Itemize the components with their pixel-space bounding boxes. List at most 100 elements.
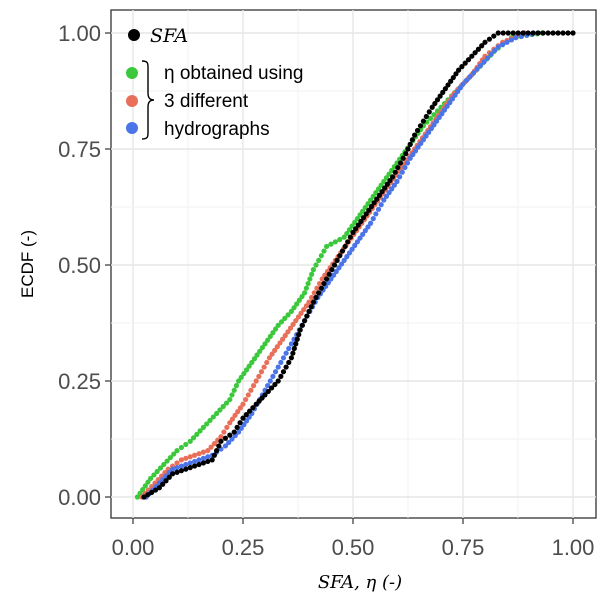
- data-point: [286, 345, 292, 352]
- legend-sfa-label: SFA: [150, 25, 188, 47]
- data-point: [178, 444, 184, 451]
- data-point: [371, 200, 377, 206]
- data-point: [357, 212, 363, 218]
- data-point: [238, 425, 244, 431]
- y-axis-label: ECDF (-): [18, 230, 37, 298]
- data-point: [378, 202, 384, 208]
- data-point: [353, 226, 359, 232]
- data-point: [383, 175, 390, 181]
- data-point: [178, 463, 184, 469]
- data-point: [370, 216, 376, 222]
- data-point: [358, 218, 364, 224]
- data-point: [426, 129, 432, 135]
- data-point: [291, 345, 297, 352]
- data-point: [200, 449, 206, 455]
- data-point: [365, 201, 371, 207]
- data-point: [248, 387, 254, 393]
- data-point: [187, 465, 193, 471]
- data-point: [174, 448, 180, 454]
- data-point: [207, 417, 213, 424]
- data-point: [368, 220, 374, 226]
- data-point: [478, 62, 484, 69]
- data-point: [395, 164, 401, 171]
- data-point: [314, 285, 320, 291]
- data-point: [409, 137, 415, 143]
- data-point: [418, 140, 424, 147]
- data-point: [426, 109, 432, 115]
- data-point: [291, 305, 297, 311]
- data-point: [331, 272, 337, 278]
- data-point: [432, 100, 438, 107]
- data-point: [210, 414, 216, 420]
- data-point: [240, 415, 246, 421]
- data-point: [269, 385, 275, 391]
- data-point: [151, 472, 157, 478]
- data-point: [298, 310, 304, 316]
- data-point: [342, 243, 348, 250]
- data-point: [229, 436, 235, 442]
- data-point: [204, 421, 210, 427]
- data-point: [272, 347, 278, 353]
- data-point: [360, 208, 366, 214]
- data-point: [235, 409, 241, 415]
- data-point: [231, 429, 237, 435]
- data-point: [220, 403, 226, 410]
- data-point: [297, 327, 303, 333]
- data-point: [488, 51, 494, 57]
- data-point: [227, 396, 233, 403]
- data-points: [134, 30, 576, 500]
- data-point: [302, 318, 308, 324]
- data-point: [336, 265, 342, 271]
- data-point: [378, 182, 384, 188]
- data-point: [192, 463, 198, 469]
- data-point: [267, 333, 273, 340]
- data-point: [400, 155, 406, 161]
- data-point: [174, 469, 180, 475]
- data-point: [183, 461, 189, 468]
- data-point: [404, 160, 411, 166]
- data-point: [403, 151, 409, 157]
- data-point: [171, 451, 177, 457]
- data-point: [164, 458, 170, 464]
- data-point: [200, 460, 206, 466]
- data-point: [313, 294, 319, 301]
- data-point: [214, 410, 220, 417]
- data-point: [216, 443, 222, 449]
- data-point: [187, 460, 193, 466]
- x-axis-ticks: 0.00 0.25 0.50 0.75 1.00: [112, 518, 594, 560]
- data-point: [227, 420, 233, 426]
- data-point: [237, 420, 243, 426]
- data-point: [295, 314, 302, 320]
- data-point: [352, 242, 358, 249]
- data-point: [286, 359, 292, 366]
- y-tick-label: 0.75: [58, 137, 101, 162]
- data-point: [187, 454, 193, 460]
- data-point: [280, 369, 287, 375]
- data-point: [229, 416, 236, 422]
- data-point: [266, 355, 272, 361]
- data-point: [196, 457, 202, 463]
- data-point: [194, 431, 200, 437]
- data-point: [250, 405, 256, 411]
- data-point: [326, 271, 332, 277]
- data-point: [306, 299, 312, 305]
- data-point: [142, 483, 148, 489]
- data-point: [431, 112, 437, 118]
- data-point: [412, 148, 419, 154]
- data-point: [381, 178, 387, 185]
- data-point: [457, 85, 463, 91]
- data-point: [156, 485, 162, 491]
- data-point: [465, 57, 472, 63]
- data-point: [319, 276, 325, 282]
- data-point: [233, 383, 239, 389]
- data-point: [293, 318, 299, 324]
- data-point: [530, 30, 536, 36]
- y-tick-label: 0.00: [58, 485, 101, 510]
- data-point: [214, 448, 220, 454]
- data-point: [178, 468, 184, 474]
- data-point: [238, 374, 244, 380]
- data-point: [229, 392, 235, 398]
- data-point: [313, 262, 319, 268]
- data-point: [270, 330, 276, 336]
- data-point: [397, 174, 403, 180]
